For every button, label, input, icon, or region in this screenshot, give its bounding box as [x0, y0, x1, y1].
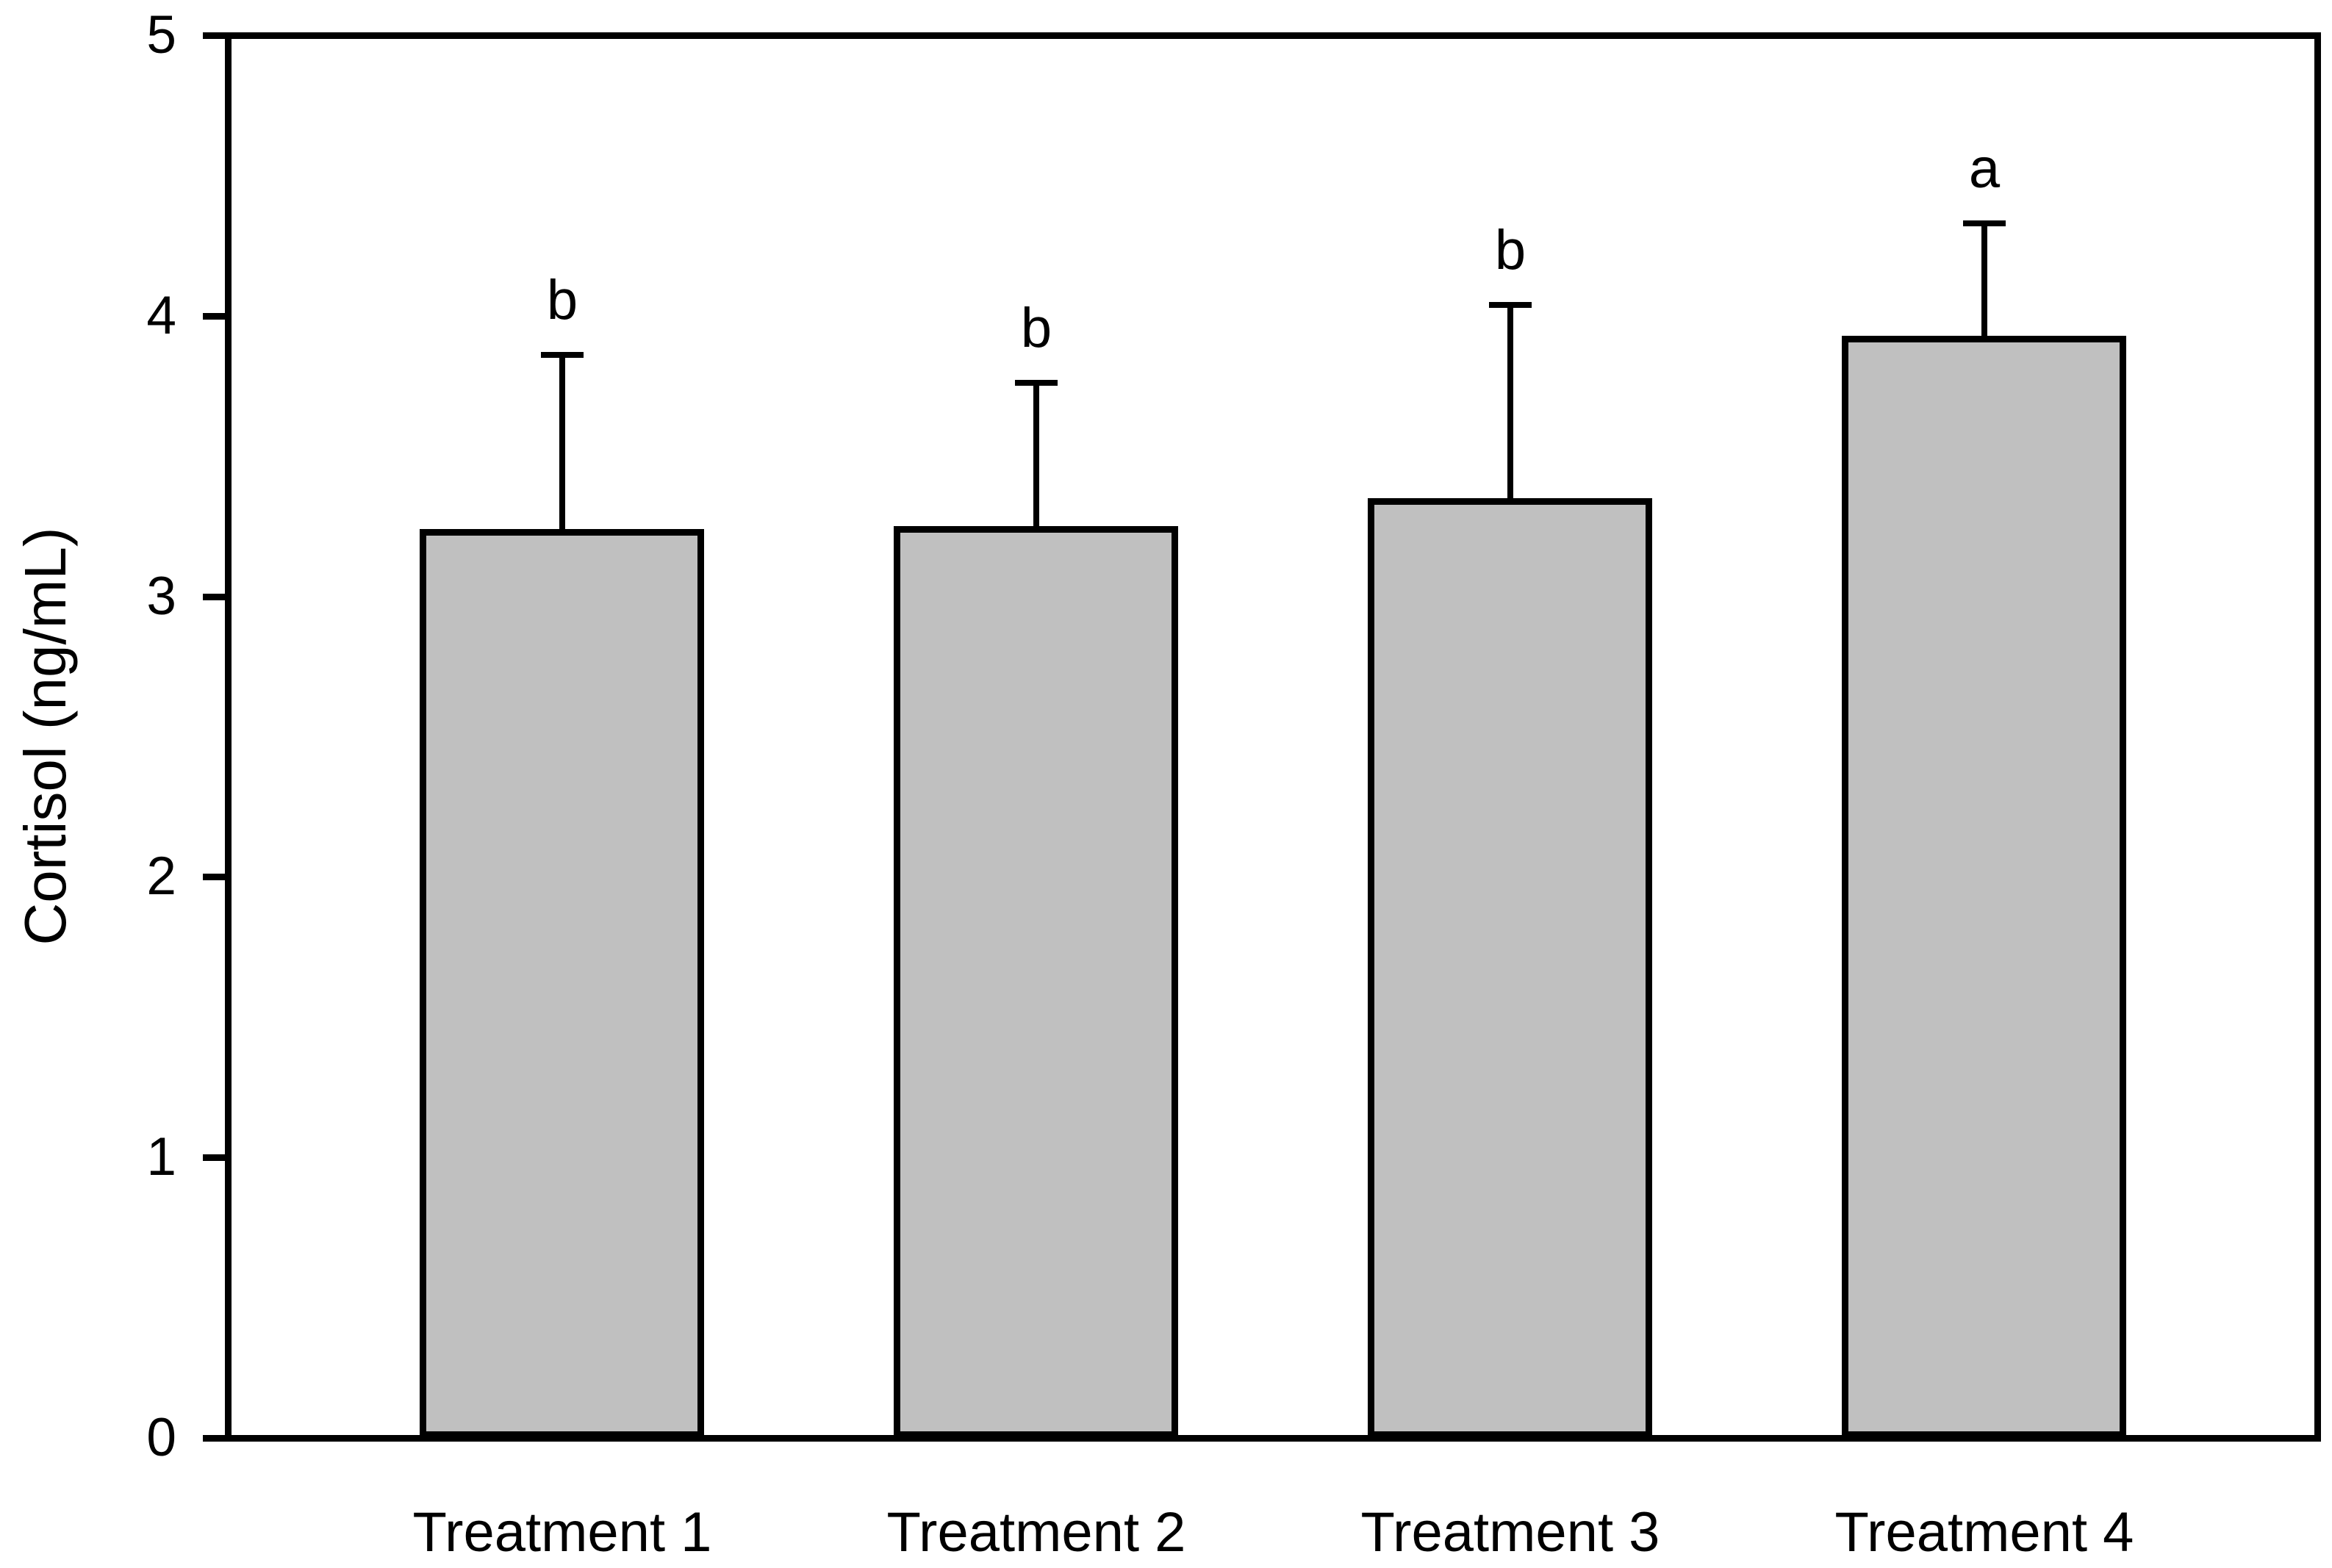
y-axis-tick-label: 1 — [146, 1127, 176, 1187]
x-axis-category-label: Treatment 4 — [1834, 1501, 2134, 1564]
error-bar-line — [1507, 305, 1513, 506]
significance-letter: b — [1494, 219, 1526, 281]
bar-treatment-4 — [1842, 336, 2126, 1438]
y-axis-tick-mark — [203, 874, 228, 880]
x-axis-category-label: Treatment 3 — [1360, 1501, 1660, 1564]
y-axis-tick-label: 3 — [146, 567, 176, 626]
y-axis-tick-label: 0 — [146, 1408, 176, 1467]
x-axis-category-label: Treatment 1 — [412, 1501, 712, 1564]
error-bar-cap — [541, 352, 584, 358]
y-axis-tick-mark — [203, 594, 228, 600]
significance-letter: b — [1020, 297, 1052, 359]
y-axis-tick-mark — [203, 1154, 228, 1161]
y-axis-tick-label: 5 — [146, 5, 176, 65]
bar-treatment-3 — [1368, 498, 1652, 1438]
y-axis-tick-mark — [203, 1435, 228, 1442]
y-axis-tick-label: 2 — [146, 846, 176, 906]
y-axis-tick-mark — [203, 313, 228, 320]
bar-treatment-1 — [420, 529, 704, 1438]
x-axis-category-label: Treatment 2 — [886, 1501, 1186, 1564]
y-axis-tick-label: 4 — [146, 286, 176, 345]
error-bar-cap — [1489, 302, 1532, 308]
plot-border — [225, 32, 2321, 1442]
y-axis-tick-mark — [203, 32, 228, 39]
error-bar-cap — [1015, 380, 1058, 386]
bar-treatment-2 — [894, 526, 1178, 1438]
significance-letter: b — [546, 269, 578, 331]
significance-letter: a — [1968, 137, 2001, 200]
error-bar-cap — [1963, 220, 2006, 226]
error-bar-line — [1033, 383, 1039, 533]
error-bar-line — [559, 355, 565, 536]
error-bar-line — [1981, 223, 1987, 343]
